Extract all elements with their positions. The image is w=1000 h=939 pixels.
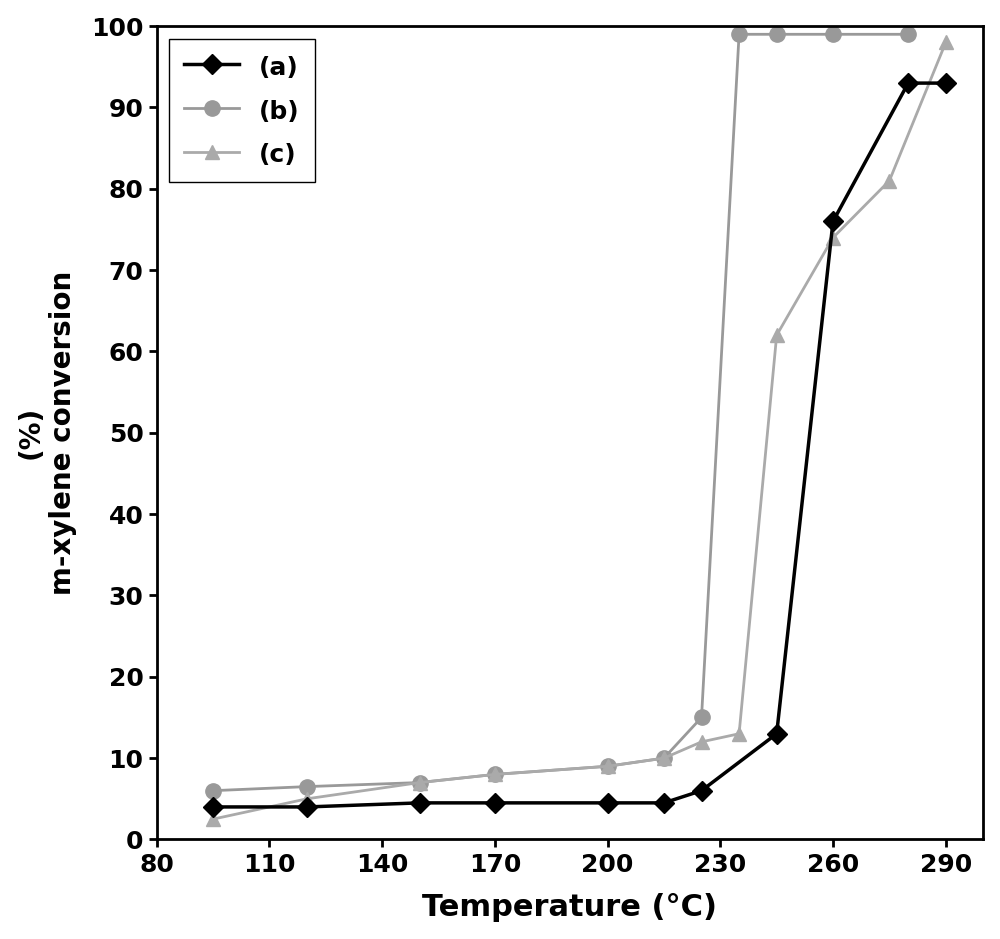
(a) xyxy=(658,797,670,808)
(b) xyxy=(414,777,426,788)
(c) xyxy=(414,777,426,788)
Line: (a): (a) xyxy=(206,76,953,814)
(b) xyxy=(696,712,708,723)
(c) xyxy=(696,736,708,747)
(a) xyxy=(827,216,839,227)
(c) xyxy=(771,330,783,341)
(c) xyxy=(489,769,501,780)
(b) xyxy=(207,785,219,796)
(c) xyxy=(207,813,219,824)
(a) xyxy=(414,797,426,808)
(b) xyxy=(902,29,914,40)
(c) xyxy=(602,761,614,772)
(a) xyxy=(771,728,783,739)
(c) xyxy=(883,175,895,186)
Y-axis label: (%)
m-xylene conversion: (%) m-xylene conversion xyxy=(17,270,77,595)
(c) xyxy=(301,793,313,805)
(b) xyxy=(827,29,839,40)
(b) xyxy=(602,761,614,772)
(a) xyxy=(207,801,219,812)
(b) xyxy=(301,781,313,793)
Line: (b): (b) xyxy=(205,26,916,798)
(c) xyxy=(940,37,952,48)
(a) xyxy=(301,801,313,812)
(a) xyxy=(940,77,952,88)
(b) xyxy=(733,29,745,40)
(a) xyxy=(489,797,501,808)
(a) xyxy=(902,77,914,88)
(b) xyxy=(771,29,783,40)
(c) xyxy=(827,232,839,243)
(b) xyxy=(489,769,501,780)
(c) xyxy=(733,728,745,739)
Legend: (a), (b), (c): (a), (b), (c) xyxy=(169,38,315,182)
X-axis label: Temperature (°C): Temperature (°C) xyxy=(422,893,717,922)
(a) xyxy=(602,797,614,808)
(c) xyxy=(658,752,670,763)
Line: (c): (c) xyxy=(206,36,953,826)
(b) xyxy=(658,752,670,763)
(a) xyxy=(696,785,708,796)
